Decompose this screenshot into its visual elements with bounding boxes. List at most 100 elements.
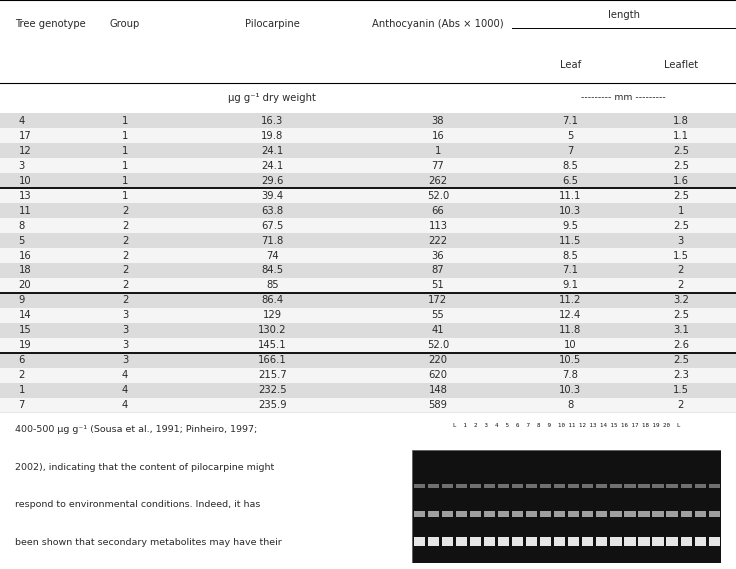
Bar: [652, 537, 664, 546]
Bar: [470, 511, 481, 517]
Text: 11.5: 11.5: [559, 236, 581, 246]
Text: 6.5: 6.5: [562, 176, 578, 185]
Bar: [412, 450, 721, 563]
Text: 8: 8: [18, 221, 24, 230]
Text: 148: 148: [428, 385, 447, 395]
Text: Leaf: Leaf: [560, 60, 581, 70]
Bar: [0, 338, 736, 353]
Text: 400-500 µg g⁻¹ (Sousa et al., 1991; Pinheiro, 1997;: 400-500 µg g⁻¹ (Sousa et al., 1991; Pinh…: [15, 425, 257, 434]
Text: 1.1: 1.1: [673, 131, 689, 141]
Text: Group: Group: [110, 19, 141, 28]
Bar: [638, 511, 650, 517]
Bar: [0, 308, 736, 323]
Text: length: length: [608, 10, 640, 20]
Text: 3: 3: [18, 161, 24, 171]
Text: 11: 11: [18, 205, 31, 216]
Text: 9: 9: [18, 295, 25, 306]
Bar: [0, 382, 736, 398]
Text: 29.6: 29.6: [261, 176, 283, 185]
Bar: [456, 484, 467, 488]
Text: 55: 55: [431, 310, 445, 320]
Bar: [414, 537, 425, 546]
Bar: [568, 484, 579, 488]
Bar: [568, 537, 579, 546]
Text: 67.5: 67.5: [261, 221, 283, 230]
Bar: [484, 511, 495, 517]
Bar: [610, 511, 621, 517]
Text: 3.1: 3.1: [673, 325, 689, 335]
Bar: [709, 511, 720, 517]
Text: 19.8: 19.8: [261, 131, 283, 141]
Text: 2.5: 2.5: [673, 310, 689, 320]
Text: 4: 4: [122, 400, 128, 410]
Bar: [638, 537, 650, 546]
Bar: [498, 511, 509, 517]
Text: 14: 14: [18, 310, 31, 320]
Bar: [498, 537, 509, 546]
Bar: [695, 484, 706, 488]
Text: 1.6: 1.6: [673, 176, 689, 185]
Text: 63.8: 63.8: [261, 205, 283, 216]
Bar: [624, 484, 636, 488]
Text: 2.5: 2.5: [673, 191, 689, 201]
Bar: [667, 537, 678, 546]
Bar: [428, 484, 439, 488]
Text: 11.1: 11.1: [559, 191, 581, 201]
Bar: [709, 484, 720, 488]
Text: 24.1: 24.1: [261, 146, 283, 156]
Text: 172: 172: [428, 295, 447, 306]
Bar: [0, 278, 736, 293]
Text: 2: 2: [122, 266, 128, 275]
Bar: [470, 484, 481, 488]
Bar: [0, 173, 736, 188]
Text: --------- mm ---------: --------- mm ---------: [581, 93, 666, 102]
Text: 1: 1: [122, 191, 128, 201]
Text: 1: 1: [122, 131, 128, 141]
Text: 3: 3: [122, 310, 128, 320]
Text: 3: 3: [678, 236, 684, 246]
Bar: [512, 484, 523, 488]
Text: 2: 2: [122, 250, 128, 261]
Text: 215.7: 215.7: [258, 370, 287, 380]
Text: L  1  2  3  4  5  6  7  8  9  10 11 12 13 14 15 16 17 18 19 20  L: L 1 2 3 4 5 6 7 8 9 10 11 12 13 14 15 16…: [453, 423, 681, 427]
Text: 10.5: 10.5: [559, 355, 581, 365]
Bar: [414, 484, 425, 488]
Text: 3: 3: [122, 340, 128, 351]
Text: 18: 18: [18, 266, 31, 275]
Bar: [498, 484, 509, 488]
Bar: [652, 484, 664, 488]
Bar: [428, 511, 439, 517]
Text: 10.3: 10.3: [559, 205, 581, 216]
Text: 15: 15: [18, 325, 31, 335]
Text: 2: 2: [18, 370, 25, 380]
Text: 8.5: 8.5: [562, 161, 578, 171]
Text: 3.2: 3.2: [673, 295, 689, 306]
Text: 3: 3: [122, 325, 128, 335]
Text: 5: 5: [18, 236, 25, 246]
Text: 74: 74: [266, 250, 279, 261]
Text: 2: 2: [122, 295, 128, 306]
Text: 2.5: 2.5: [673, 146, 689, 156]
Text: 86.4: 86.4: [261, 295, 283, 306]
Text: 19: 19: [18, 340, 31, 351]
Text: 52.0: 52.0: [427, 340, 449, 351]
Text: 16.3: 16.3: [261, 116, 283, 126]
Text: 20: 20: [18, 281, 31, 290]
Bar: [695, 537, 706, 546]
Text: 2: 2: [122, 221, 128, 230]
Text: Anthocyanin (Abs × 1000): Anthocyanin (Abs × 1000): [372, 19, 503, 28]
Bar: [484, 537, 495, 546]
Bar: [456, 537, 467, 546]
Bar: [0, 368, 736, 382]
Bar: [554, 484, 565, 488]
Bar: [610, 484, 621, 488]
Text: 129: 129: [263, 310, 282, 320]
Bar: [681, 511, 692, 517]
Bar: [596, 511, 607, 517]
Text: 71.8: 71.8: [261, 236, 283, 246]
Text: 38: 38: [432, 116, 444, 126]
Bar: [540, 537, 551, 546]
Bar: [0, 398, 736, 413]
Text: respond to environmental conditions. Indeed, it has: respond to environmental conditions. Ind…: [15, 500, 260, 509]
Text: 2: 2: [122, 281, 128, 290]
